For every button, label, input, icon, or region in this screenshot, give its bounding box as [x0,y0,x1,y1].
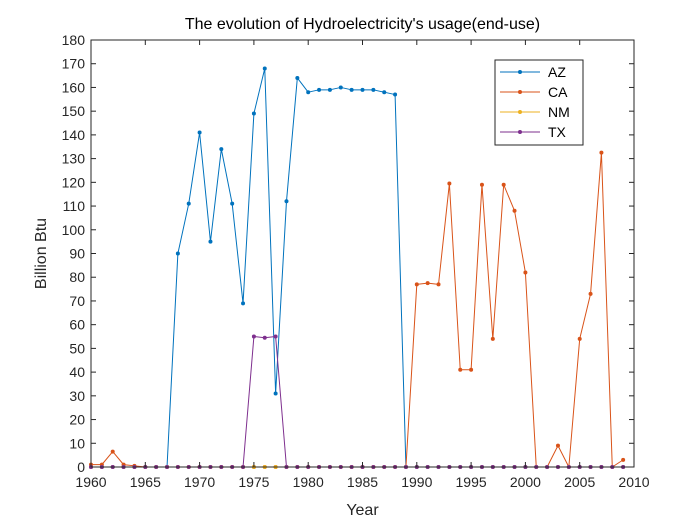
legend-marker-tx [518,130,522,134]
legend-label-az: AZ [548,64,566,80]
y-tick-label: 120 [62,174,86,190]
data-point-az [306,90,311,95]
y-tick-label: 20 [69,412,85,428]
data-point-az [251,111,256,116]
y-tick-label: 80 [69,269,85,285]
data-point-tx [251,334,256,339]
x-tick-label: 1985 [347,474,378,490]
data-point-az [175,251,180,256]
data-point-ca [425,281,430,286]
x-tick-label: 2005 [564,474,595,490]
data-point-ca [577,336,582,341]
x-tick-label: 1965 [130,474,161,490]
data-point-ca [447,181,452,186]
data-point-az [219,147,224,152]
x-tick-label: 2010 [618,474,649,490]
data-point-ca [458,367,463,372]
data-point-ca [469,367,474,372]
data-point-az [317,87,322,92]
legend-marker-az [518,70,522,74]
y-tick-label: 150 [62,103,86,119]
y-tick-label: 180 [62,32,86,48]
data-point-ca [490,336,495,341]
y-tick-label: 100 [62,222,86,238]
x-tick-label: 1995 [456,474,487,490]
x-tick-label: 1970 [184,474,215,490]
y-tick-label: 130 [62,151,86,167]
axes-layer: 1960 1965 1970 1975 1980 1985 1990 1995 2000 2005… [62,32,650,490]
data-point-ca [599,150,604,155]
x-tick-label: 1960 [75,474,106,490]
data-point-az [273,391,278,396]
data-point-ca [414,282,419,287]
data-point-az [230,201,235,206]
data-point-ca [621,457,626,462]
y-tick-label: 30 [69,388,85,404]
x-tick-label: 1980 [293,474,324,490]
y-tick-label: 90 [69,246,85,262]
data-point-az [241,301,246,306]
data-point-ca [555,443,560,448]
data-point-az [338,85,343,90]
data-point-az [197,130,202,135]
y-tick-label: 50 [69,340,85,356]
data-point-ca [588,291,593,296]
y-tick-label: 60 [69,317,85,333]
y-axis-title: Billion Btu [33,218,50,289]
data-point-az [349,87,354,92]
chart-title: The evolution of Hydroelectricity's usag… [185,16,540,33]
x-axis-title: Year [346,502,379,519]
legend-label-ca: CA [548,84,568,100]
y-tick-label: 110 [63,198,86,214]
data-point-ca [110,449,115,454]
legend-label-nm: NM [548,104,570,120]
y-tick-label: 70 [69,293,85,309]
data-point-az [382,90,387,95]
legend-label-tx: TX [548,124,567,140]
data-point-az [186,201,191,206]
data-point-ca [479,182,484,187]
data-point-az [360,87,365,92]
x-tick-label: 1975 [238,474,269,490]
data-point-ca [436,282,441,287]
y-tick-label: 40 [69,364,85,380]
data-point-ca [523,270,528,275]
data-point-tx [273,334,278,339]
legend: AZ CA NM TX [494,59,584,146]
legend-box [494,59,584,146]
y-tick-label: 140 [62,127,86,143]
data-point-az [371,87,376,92]
legend-marker-ca [518,90,522,94]
x-tick-label: 1990 [401,474,432,490]
y-tick-label: 160 [62,79,86,95]
legend-marker-nm [518,110,522,114]
data-point-ca [512,208,517,213]
data-point-az [295,75,300,80]
data-point-ca [501,182,506,187]
x-tick-label: 2000 [510,474,541,490]
data-point-az [284,199,289,204]
data-point-tx [262,335,267,340]
data-point-az [262,66,267,71]
y-tick-label: 0 [77,459,85,475]
y-tick-label: 10 [69,435,85,451]
data-point-az [393,92,398,97]
y-tick-label: 170 [62,56,86,72]
data-point-az [327,87,332,92]
data-point-az [208,239,213,244]
